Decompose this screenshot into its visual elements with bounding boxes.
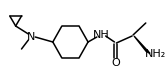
Text: NH₂: NH₂ [145, 49, 166, 59]
Text: O: O [111, 58, 120, 68]
Polygon shape [134, 36, 150, 54]
Text: NH: NH [92, 30, 109, 40]
Text: N: N [27, 32, 35, 42]
